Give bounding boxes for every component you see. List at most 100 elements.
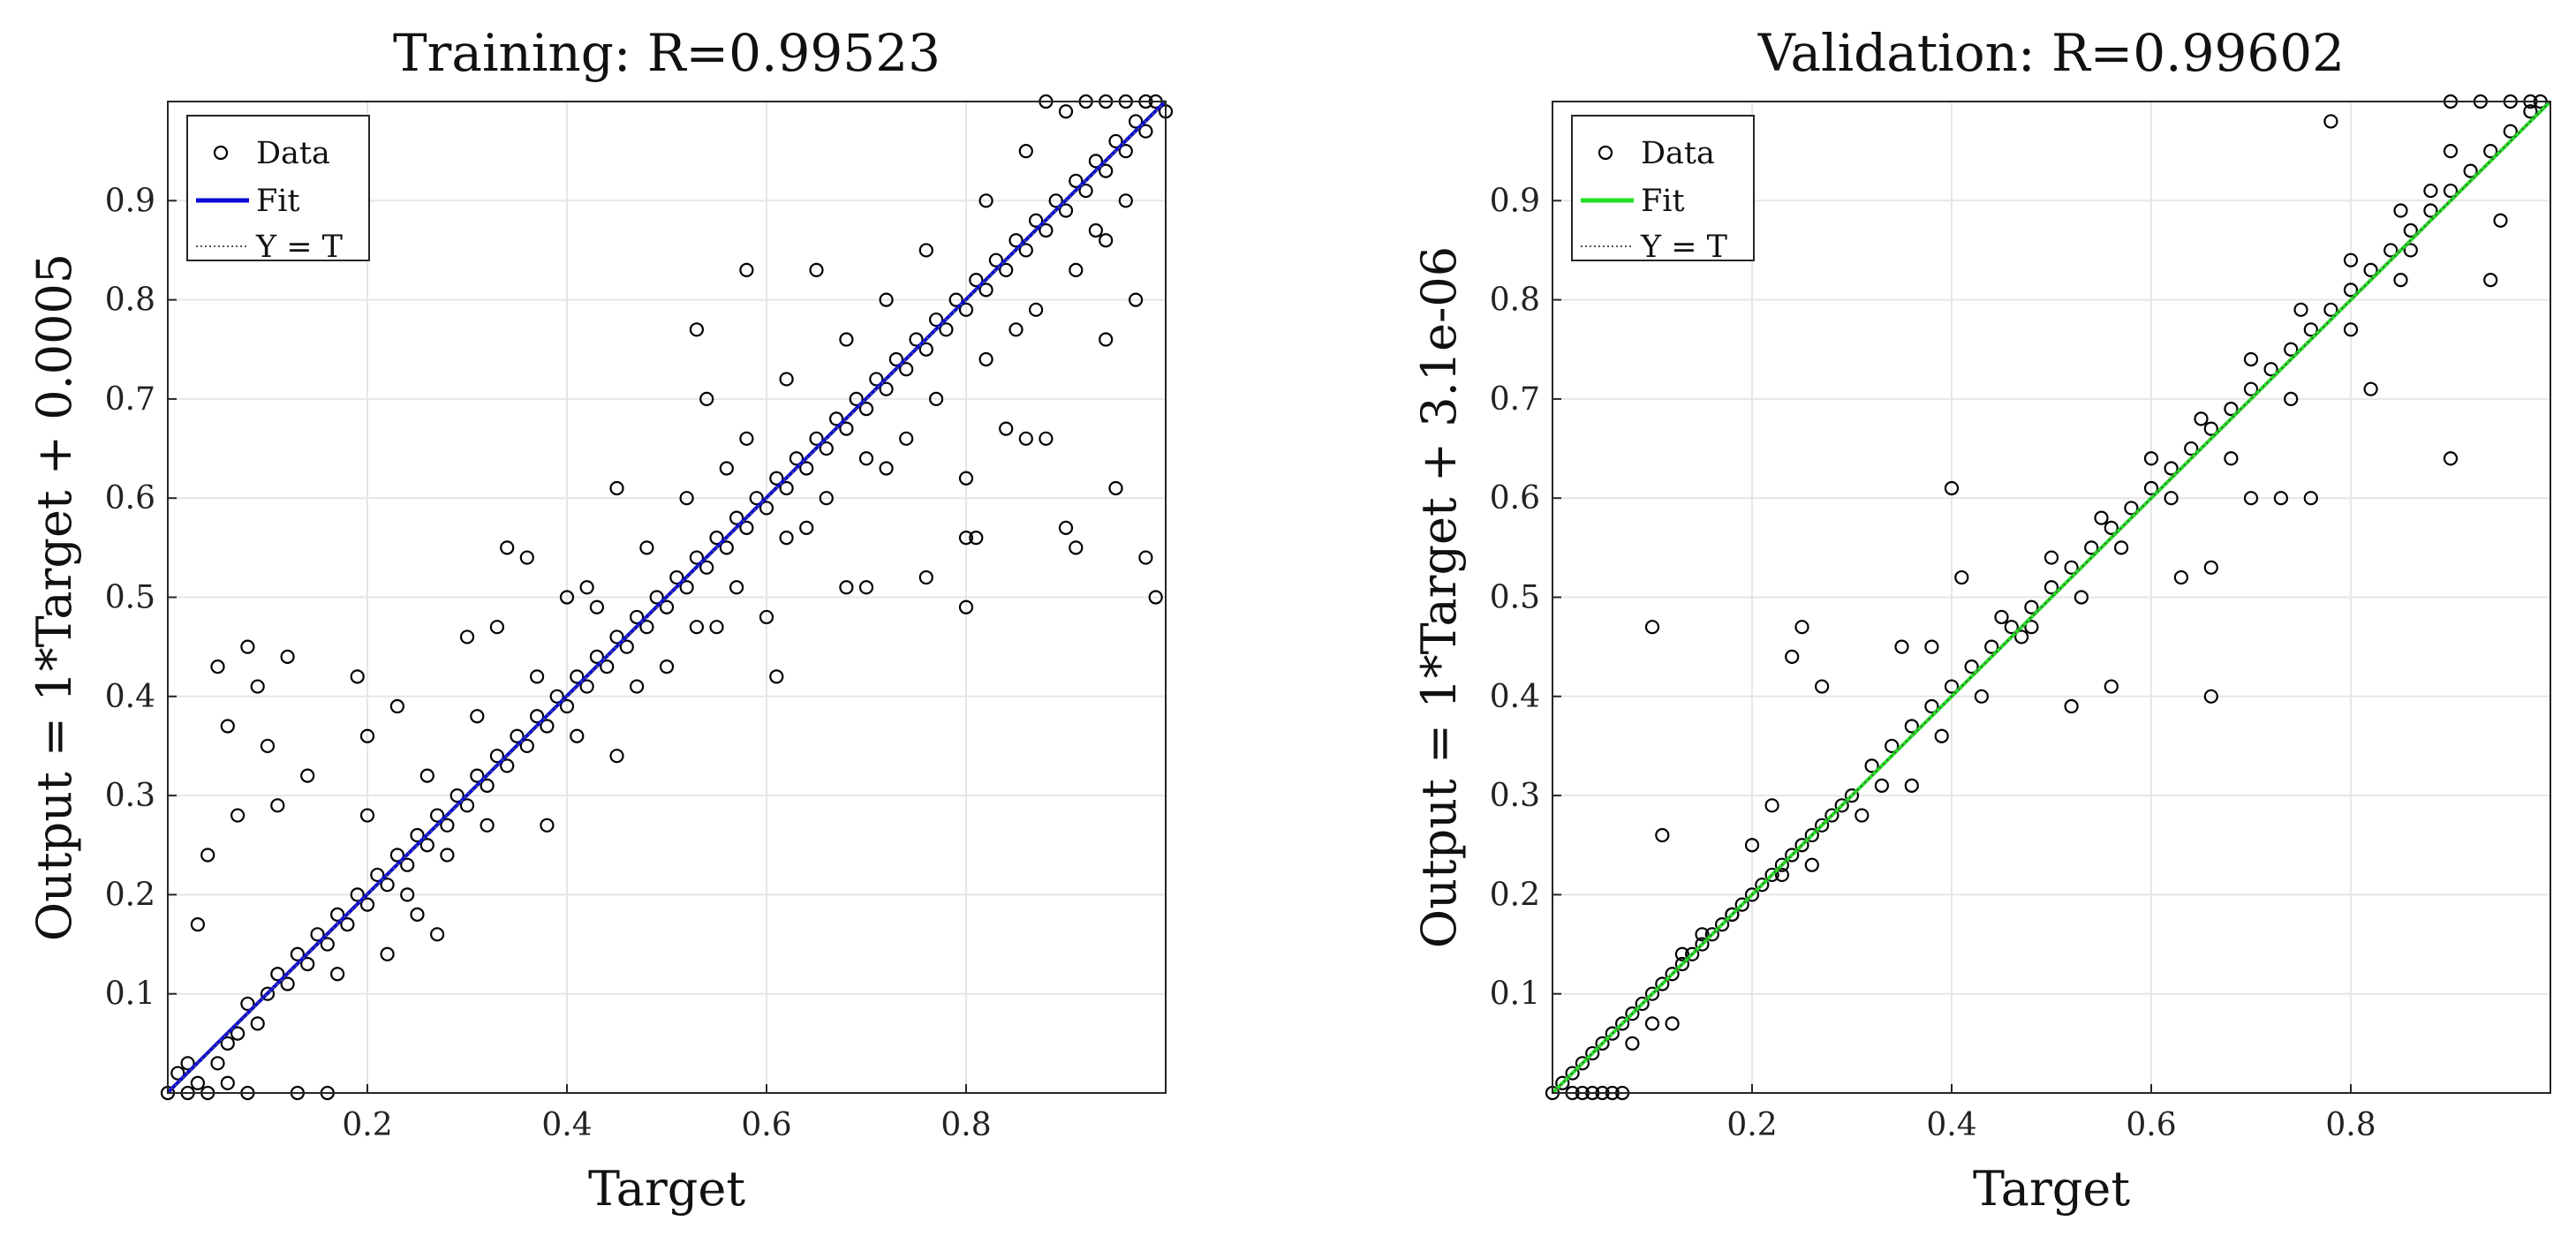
training-legend-data: Data	[256, 136, 330, 171]
data-point	[1764, 798, 1779, 813]
data-point	[659, 599, 675, 614]
data-point	[609, 749, 624, 764]
data-point	[1944, 679, 1960, 694]
data-point	[918, 342, 933, 357]
data-point	[529, 709, 545, 724]
y-tick-label: 0.8	[105, 283, 155, 319]
data-point	[1118, 193, 1133, 208]
data-point	[879, 292, 894, 307]
data-point	[619, 639, 634, 654]
data-point	[449, 788, 465, 803]
data-point	[230, 808, 246, 823]
data-point	[1078, 183, 1093, 199]
data-point	[899, 431, 914, 446]
data-point	[1555, 1075, 1570, 1090]
data-point	[1018, 431, 1033, 446]
data-point	[679, 580, 694, 595]
data-point	[858, 451, 874, 466]
data-point	[2323, 114, 2338, 129]
data-point	[958, 471, 974, 486]
validation-legend: Data Fit Y = T	[1571, 115, 1755, 265]
data-point	[600, 659, 615, 675]
y-tick-label: 0.3	[1490, 778, 1540, 814]
data-point	[440, 818, 455, 833]
data-point	[2094, 510, 2109, 525]
data-point	[2303, 491, 2318, 506]
data-point	[1039, 431, 1054, 446]
x-tick-label: 0.4	[1926, 1107, 1976, 1143]
x-tick-label: 0.6	[741, 1107, 791, 1143]
data-point	[978, 351, 993, 367]
data-point	[759, 501, 774, 516]
data-point	[739, 262, 754, 278]
data-point	[1785, 848, 1800, 863]
data-point	[1704, 927, 1719, 942]
validation-x-axis-label: Target	[1973, 1161, 2130, 1217]
data-point	[2124, 501, 2139, 516]
data-point	[1099, 332, 1114, 347]
data-point	[210, 659, 225, 675]
data-point	[799, 520, 814, 535]
data-point	[2443, 451, 2459, 466]
data-point	[1614, 1016, 1630, 1031]
data-point	[1734, 897, 1749, 912]
data-point	[1924, 698, 1939, 714]
y-tick-label: 0.8	[1490, 283, 1540, 319]
data-point	[2224, 451, 2239, 466]
data-point	[749, 491, 764, 506]
data-point	[519, 738, 534, 754]
data-point	[2084, 540, 2099, 555]
data-point	[410, 827, 425, 843]
validation-legend-fit: Fit	[1641, 184, 1685, 219]
data-point	[769, 471, 784, 486]
data-point	[170, 1066, 185, 1081]
data-point	[948, 292, 963, 307]
data-point	[1018, 144, 1033, 159]
data-point	[559, 698, 575, 714]
y-tick-label: 0.5	[1490, 580, 1540, 616]
data-point	[759, 609, 774, 625]
data-point	[1954, 569, 1969, 585]
data-point	[480, 818, 495, 833]
data-point	[1635, 996, 1650, 1012]
data-point	[709, 531, 724, 546]
data-point	[1069, 540, 1084, 555]
data-point	[250, 1016, 265, 1031]
data-point	[819, 441, 834, 456]
data-point	[2104, 679, 2119, 694]
data-point	[359, 808, 375, 823]
training-legend: Data Fit Y = T	[186, 115, 370, 265]
data-point	[2104, 520, 2119, 535]
data-point	[958, 302, 974, 317]
data-point	[240, 639, 255, 654]
data-point	[2243, 381, 2259, 396]
data-point	[1974, 689, 1989, 704]
data-point	[489, 749, 505, 764]
y-tick-label: 0.1	[105, 976, 155, 1013]
data-point	[1058, 203, 1074, 218]
data-point	[1815, 679, 1830, 694]
data-point	[389, 698, 404, 714]
data-point	[1864, 758, 1879, 773]
data-point	[380, 946, 395, 961]
data-point	[969, 531, 984, 546]
data-point	[2483, 273, 2498, 288]
data-point	[958, 599, 974, 614]
validation-lines	[1551, 100, 2552, 1095]
x-tick-label: 0.8	[941, 1107, 991, 1143]
y-tick-label: 0.3	[105, 778, 155, 814]
data-point	[2393, 273, 2408, 288]
data-point	[1755, 878, 1770, 893]
data-point	[1099, 163, 1114, 178]
data-point	[1714, 916, 1730, 932]
data-point	[2074, 590, 2089, 605]
data-point	[2224, 402, 2239, 417]
data-point	[489, 620, 505, 635]
data-point	[419, 838, 434, 853]
y-tick-label: 0.2	[105, 877, 155, 913]
data-point	[719, 540, 734, 555]
data-point	[1964, 659, 1979, 675]
data-point	[819, 491, 834, 506]
data-point	[1575, 1056, 1590, 1071]
data-point	[1685, 946, 1700, 961]
